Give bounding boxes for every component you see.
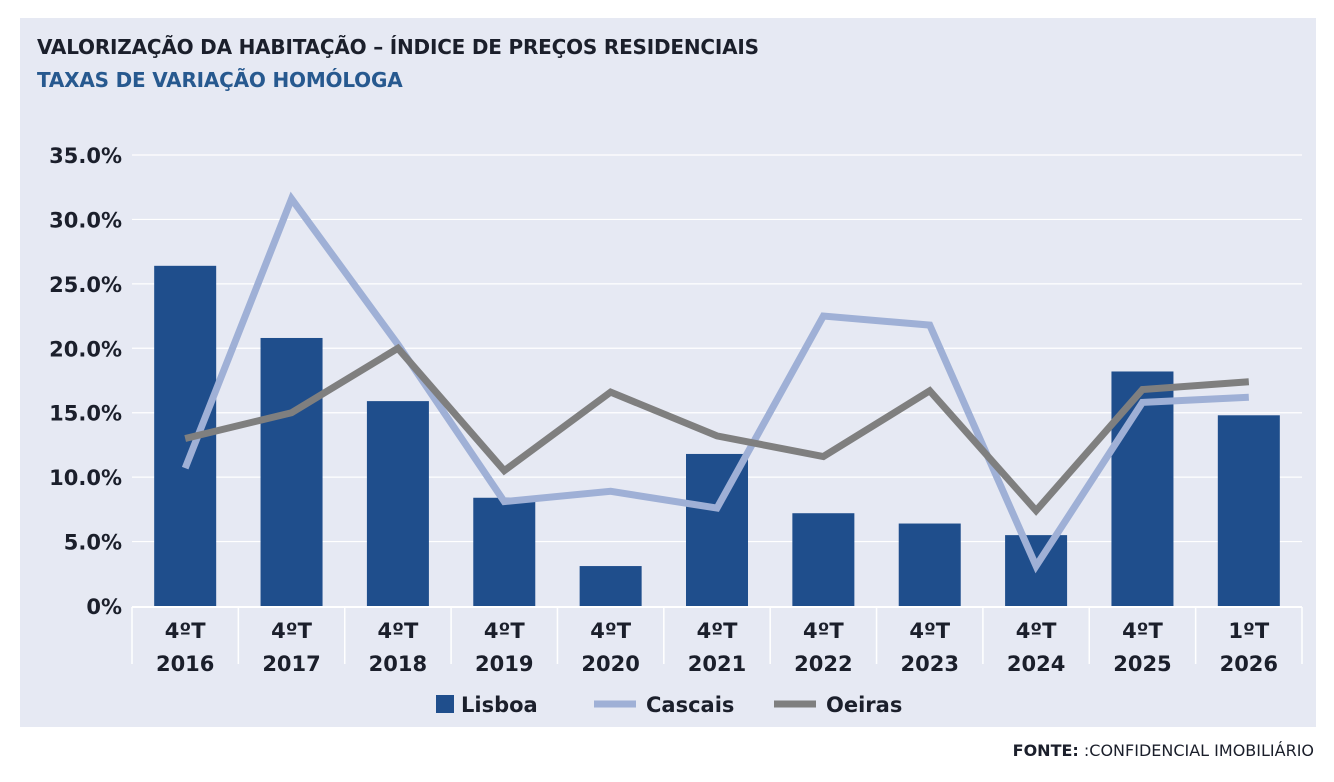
bar-lisboa [1217, 415, 1280, 606]
x-tick-label-year: 2025 [1113, 652, 1171, 676]
x-tick-label-period: 4ºT [165, 619, 206, 643]
y-tick-label: 5.0% [64, 531, 122, 555]
bar-lisboa [579, 566, 642, 606]
y-tick-label: 25.0% [49, 273, 122, 297]
x-tick-label-year: 2016 [156, 652, 214, 676]
chart-subtitle: TAXAS DE VARIAÇÃO HOMÓLOGA [37, 68, 403, 92]
x-tick-label-period: 4ºT [271, 619, 312, 643]
bar-lisboa [473, 497, 536, 606]
y-tick-label: 10.0% [49, 466, 122, 490]
bar-lisboa [898, 523, 961, 606]
x-tick-label-period: 4ºT [1016, 619, 1057, 643]
chart-panel [20, 18, 1316, 727]
y-tick-label: 20.0% [49, 337, 122, 361]
y-tick-label: 35.0% [49, 144, 122, 168]
bar-lisboa [792, 513, 855, 606]
line-oeiras [184, 343, 1250, 516]
x-tick-label-period: 1ºT [1228, 619, 1269, 643]
y-tick-label: 15.0% [49, 402, 122, 426]
chart-title: VALORIZAÇÃO DA HABITAÇÃO – ÍNDICE DE PRE… [37, 35, 759, 59]
x-tick-label-year: 2019 [475, 652, 533, 676]
legend-label-cascais: Cascais [646, 693, 734, 717]
line-cascais [181, 191, 1249, 574]
y-tick-label: 0% [86, 595, 122, 619]
source-text: :CONFIDENCIAL IMOBILIÁRIO [1078, 741, 1314, 760]
x-tick-label-period: 4ºT [697, 619, 738, 643]
x-tick-label-year: 2023 [901, 652, 959, 676]
x-tick-label-period: 4ºT [1122, 619, 1163, 643]
x-tick-label-year: 2020 [581, 652, 639, 676]
bar-lisboa [686, 453, 748, 606]
x-tick-label-period: 4ºT [484, 619, 525, 643]
bar-lisboa [260, 337, 323, 606]
x-tick-label-year: 2026 [1220, 652, 1278, 676]
source-label: FONTE: [1012, 741, 1079, 760]
x-tick-label-period: 4ºT [803, 619, 844, 643]
x-tick-label-year: 2024 [1007, 652, 1065, 676]
x-tick-label-year: 2017 [262, 652, 320, 676]
legend-swatch-lisboa [436, 695, 454, 713]
source-note: FONTE: :CONFIDENCIAL IMOBILIÁRIO [1013, 741, 1314, 760]
legend-label-lisboa: Lisboa [461, 693, 538, 717]
x-tick-label-period: 4ºT [590, 619, 631, 643]
legend-label-oeiras: Oeiras [826, 693, 902, 717]
x-tick-label-year: 2021 [688, 652, 746, 676]
x-tick-label-year: 2018 [369, 652, 427, 676]
chart-svg: 0% 5.0% 10.0% 15.0% 20.0% 25.0% 30.0% 35.0% 4ºT 4… [49, 144, 1303, 717]
x-tick-label-year: 2022 [794, 652, 852, 676]
bar-lisboa [366, 401, 429, 606]
x-tick-label-period: 4ºT [378, 619, 419, 643]
x-tick-label-period: 4ºT [909, 619, 950, 643]
y-tick-label: 30.0% [49, 208, 122, 232]
